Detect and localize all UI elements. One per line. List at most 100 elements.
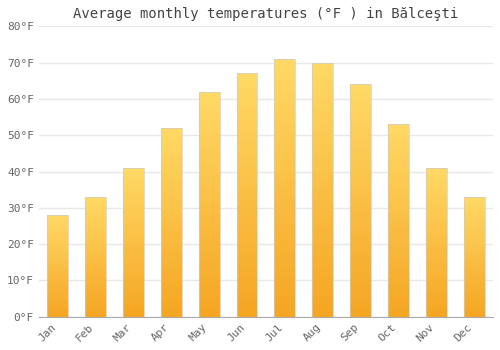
Bar	[464, 276, 484, 279]
Bar	[161, 230, 182, 234]
Bar	[350, 289, 371, 294]
Bar	[274, 69, 295, 75]
Bar	[123, 210, 144, 212]
Bar	[388, 255, 409, 259]
Bar	[198, 204, 220, 209]
Bar	[426, 171, 446, 174]
Bar	[312, 256, 333, 261]
Bar	[85, 197, 106, 317]
Bar	[161, 154, 182, 158]
Bar	[123, 311, 144, 314]
Bar	[426, 224, 446, 228]
Bar	[426, 174, 446, 177]
Bar	[236, 253, 258, 258]
Bar	[426, 290, 446, 293]
Bar	[388, 186, 409, 190]
Bar	[123, 183, 144, 186]
Bar	[388, 247, 409, 251]
Bar	[198, 168, 220, 173]
Bar	[236, 156, 258, 161]
Bar	[85, 228, 106, 231]
Bar	[426, 251, 446, 254]
Bar	[464, 214, 484, 216]
Bar	[388, 267, 409, 271]
Bar	[198, 123, 220, 128]
Bar	[198, 285, 220, 290]
Bar	[350, 205, 371, 210]
Bar	[388, 190, 409, 194]
Bar	[464, 312, 484, 314]
Bar	[48, 313, 68, 315]
Bar	[350, 196, 371, 201]
Bar	[464, 288, 484, 290]
Bar	[464, 235, 484, 238]
Bar	[161, 139, 182, 143]
Bar	[198, 209, 220, 213]
Bar	[388, 298, 409, 301]
Bar	[236, 112, 258, 117]
Bar	[426, 233, 446, 236]
Bar	[198, 173, 220, 177]
Bar	[48, 286, 68, 288]
Bar	[274, 111, 295, 116]
Bar	[464, 266, 484, 269]
Bar	[312, 68, 333, 73]
Bar	[312, 230, 333, 236]
Bar	[350, 126, 371, 131]
Bar	[350, 215, 371, 219]
Bar	[350, 117, 371, 121]
Bar	[236, 268, 258, 273]
Bar	[48, 262, 68, 264]
Bar	[85, 290, 106, 293]
Bar	[123, 269, 144, 272]
Bar	[198, 267, 220, 272]
Bar	[198, 137, 220, 141]
Bar	[123, 290, 144, 293]
Bar	[274, 281, 295, 286]
Bar	[48, 227, 68, 229]
Bar	[274, 224, 295, 229]
Bar	[350, 149, 371, 154]
Bar	[464, 209, 484, 211]
Bar	[464, 252, 484, 254]
Bar	[123, 204, 144, 206]
Bar	[48, 288, 68, 290]
Bar	[123, 192, 144, 195]
Bar	[236, 195, 258, 200]
Bar	[388, 228, 409, 232]
Bar	[236, 278, 258, 283]
Bar	[198, 222, 220, 227]
Bar	[85, 266, 106, 269]
Bar	[274, 271, 295, 275]
Bar	[312, 184, 333, 190]
Bar	[123, 195, 144, 198]
Bar	[85, 240, 106, 243]
Bar	[236, 176, 258, 181]
Bar	[312, 154, 333, 159]
Bar	[464, 228, 484, 231]
Bar	[236, 88, 258, 93]
Bar	[464, 281, 484, 283]
Bar	[426, 302, 446, 305]
Bar	[464, 310, 484, 312]
Bar	[161, 272, 182, 275]
Bar	[388, 313, 409, 317]
Bar	[274, 260, 295, 265]
Bar	[312, 159, 333, 164]
Bar	[123, 230, 144, 233]
Bar	[464, 264, 484, 266]
Bar	[161, 287, 182, 290]
Bar	[123, 206, 144, 210]
Bar	[236, 122, 258, 127]
Bar	[274, 126, 295, 131]
Bar	[426, 314, 446, 317]
Bar	[85, 300, 106, 302]
Bar	[161, 215, 182, 219]
Bar	[350, 247, 371, 252]
Bar	[85, 252, 106, 254]
Bar	[464, 271, 484, 274]
Bar	[123, 186, 144, 189]
Bar	[350, 275, 371, 280]
Bar	[350, 163, 371, 168]
Bar	[123, 168, 144, 171]
